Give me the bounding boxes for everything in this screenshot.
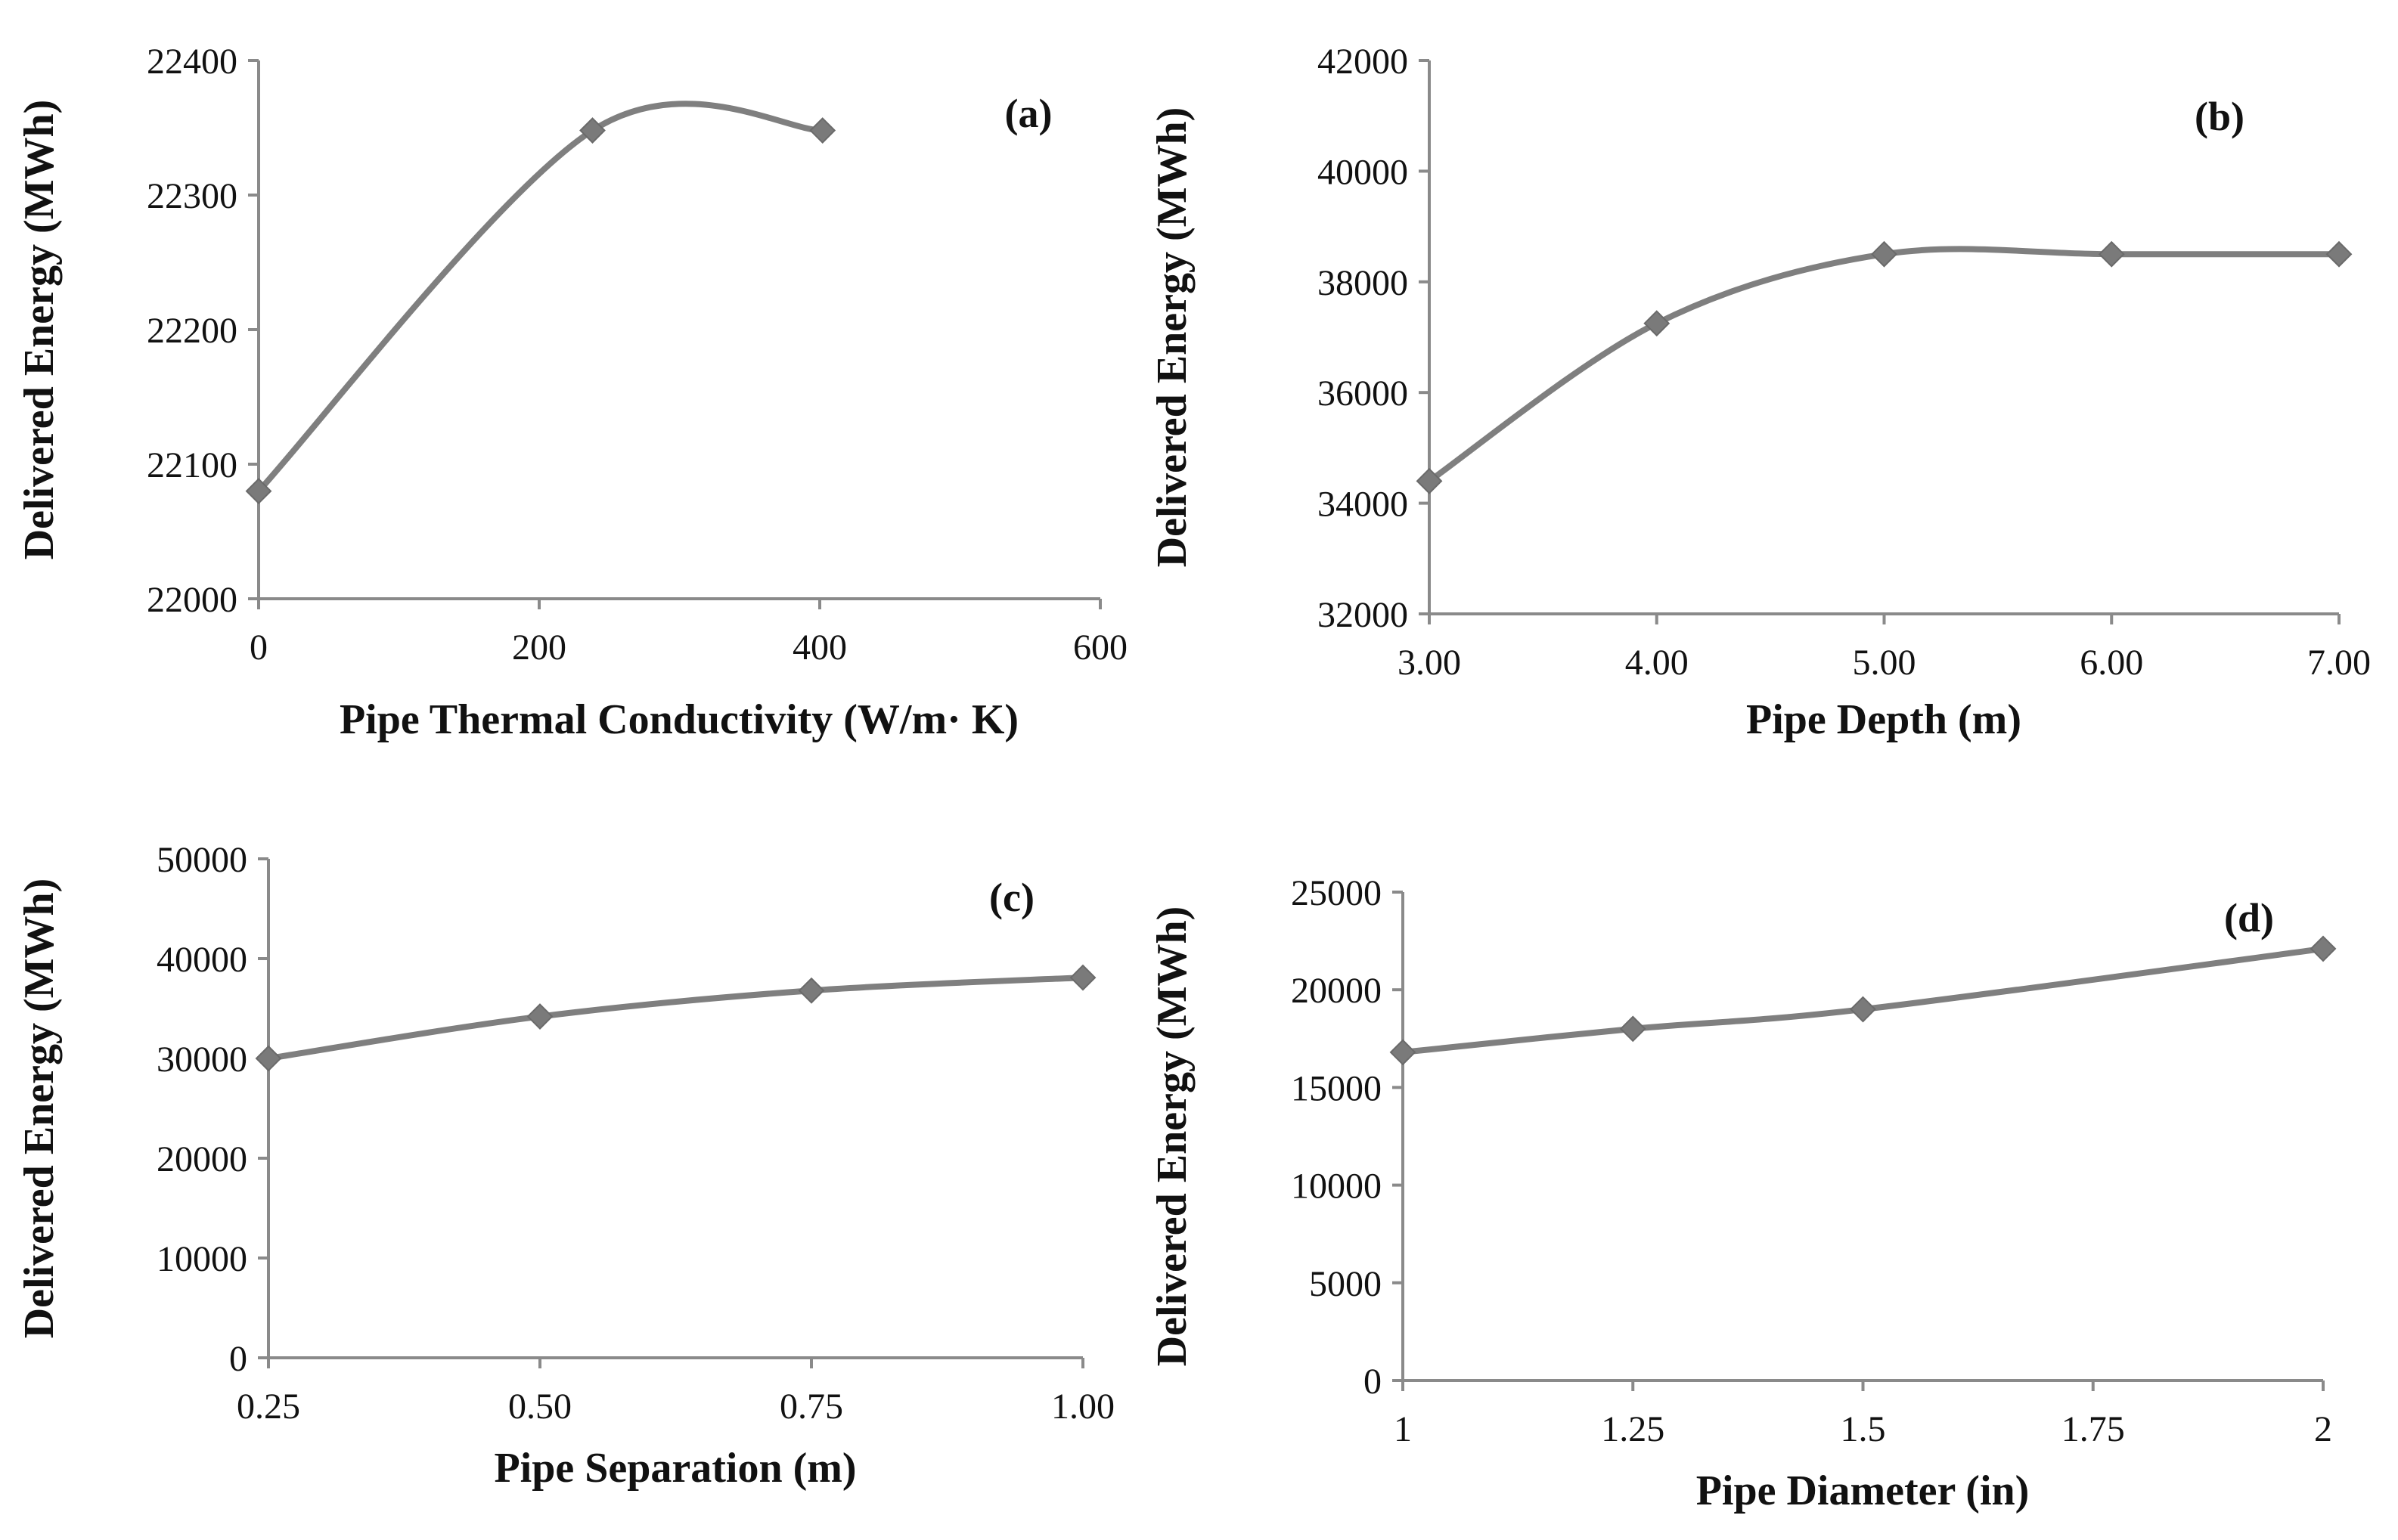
x-tick-label: 5.00 <box>1853 643 1916 683</box>
x-tick-label: 2 <box>2314 1409 2332 1449</box>
y-axis-title: Delivered Energy (MWh) <box>1149 906 1196 1367</box>
y-tick-label: 0 <box>229 1339 247 1379</box>
x-tick-label: 0 <box>250 627 268 668</box>
data-point-marker <box>2325 240 2353 268</box>
y-tick-label: 22000 <box>147 580 237 620</box>
series-line <box>256 101 826 494</box>
y-tick-label: 20000 <box>157 1139 247 1179</box>
x-axis-title: Pipe Thermal Conductivity (W/m· K) <box>340 696 1019 743</box>
x-tick-label: 1.00 <box>1051 1387 1115 1427</box>
y-tick-label: 0 <box>1363 1362 1382 1402</box>
x-tick-label: 600 <box>1073 627 1128 668</box>
x-tick-label: 0.50 <box>508 1387 572 1427</box>
y-tick-label: 22100 <box>147 445 237 485</box>
x-tick-label: 6.00 <box>2080 643 2143 683</box>
x-tick-label: 1.25 <box>1601 1409 1664 1449</box>
series-line <box>1400 945 2326 1055</box>
data-point-marker <box>245 478 272 505</box>
y-tick-label: 42000 <box>1317 42 1408 82</box>
series-line <box>1426 246 2342 485</box>
chart-panel-2: 32000 34000 36000 38000 40000 42000 3.00 4.00 5.… <box>1149 42 2371 743</box>
y-tick-label: 5000 <box>1309 1264 1382 1304</box>
data-point-marker <box>1389 1039 1416 1066</box>
panel-label: (b) <box>2195 94 2244 139</box>
x-axis-title: Pipe Diameter (in) <box>1696 1467 2030 1514</box>
x-tick-label: 200 <box>512 627 566 668</box>
y-tick-label: 10000 <box>157 1239 247 1279</box>
data-point-marker <box>1619 1015 1646 1043</box>
y-tick-label: 40000 <box>1317 152 1408 192</box>
x-tick-label: 3.00 <box>1398 643 1461 683</box>
y-tick-label: 34000 <box>1317 485 1408 525</box>
data-point-marker <box>526 1003 554 1030</box>
y-axis-title: Delivered Energy (MWh) <box>16 878 63 1339</box>
chart-panel-3: 0 10000 20000 30000 40000 50000 0.25 0.50 0.75 1.… <box>16 840 1115 1492</box>
y-tick-label: 22300 <box>147 176 237 216</box>
y-tick-label: 20000 <box>1291 971 1382 1011</box>
x-tick-label: 1 <box>1394 1409 1412 1449</box>
y-tick-label: 50000 <box>157 840 247 880</box>
data-point-marker <box>579 117 606 144</box>
x-tick-label: 4.00 <box>1625 643 1689 683</box>
data-point-marker <box>1643 310 1671 337</box>
y-tick-label: 10000 <box>1291 1167 1382 1207</box>
y-tick-label: 22200 <box>147 311 237 351</box>
x-tick-label: 400 <box>793 627 847 668</box>
y-tick-label: 30000 <box>157 1040 247 1080</box>
data-point-marker <box>2098 240 2125 268</box>
chart-panel-4: 0 5000 10000 15000 20000 25000 1 1.25 1.5 1.75 2 Pi… <box>1149 873 2337 1514</box>
y-tick-label: 32000 <box>1317 595 1408 635</box>
x-tick-label: 1.75 <box>2061 1409 2125 1449</box>
x-axis-title: Pipe Separation (m) <box>494 1445 856 1492</box>
data-point-marker <box>1416 467 1443 494</box>
x-tick-label: 7.00 <box>2307 643 2371 683</box>
data-point-marker <box>809 117 836 144</box>
y-tick-label: 40000 <box>157 940 247 980</box>
y-tick-label: 38000 <box>1317 263 1408 303</box>
y-tick-label: 15000 <box>1291 1068 1382 1108</box>
x-tick-label: 0.75 <box>780 1387 843 1427</box>
data-point-marker <box>2310 935 2337 962</box>
y-axis-title: Delivered Energy (MWh) <box>16 100 63 560</box>
panel-label: (c) <box>989 875 1035 920</box>
y-tick-label: 25000 <box>1291 873 1382 913</box>
x-tick-label: 1.5 <box>1841 1409 1886 1449</box>
panel-label: (d) <box>2224 895 2274 940</box>
data-point-marker <box>1871 240 1897 268</box>
y-tick-label: 36000 <box>1317 373 1408 414</box>
series-line <box>265 975 1086 1061</box>
panel-label: (a) <box>1005 91 1053 136</box>
chart-panel-1: 22000 22100 22200 22300 22400 0 200 400 600 Pipe … <box>16 42 1128 743</box>
x-tick-label: 0.25 <box>237 1387 300 1427</box>
data-point-marker <box>1069 964 1097 991</box>
data-point-marker <box>798 977 825 1004</box>
x-axis-title: Pipe Depth (m) <box>1746 696 2021 743</box>
data-point-marker <box>1850 996 1876 1023</box>
y-axis-title: Delivered Energy (MWh) <box>1149 107 1196 568</box>
data-point-marker <box>255 1045 282 1072</box>
y-tick-label: 22400 <box>147 42 237 82</box>
